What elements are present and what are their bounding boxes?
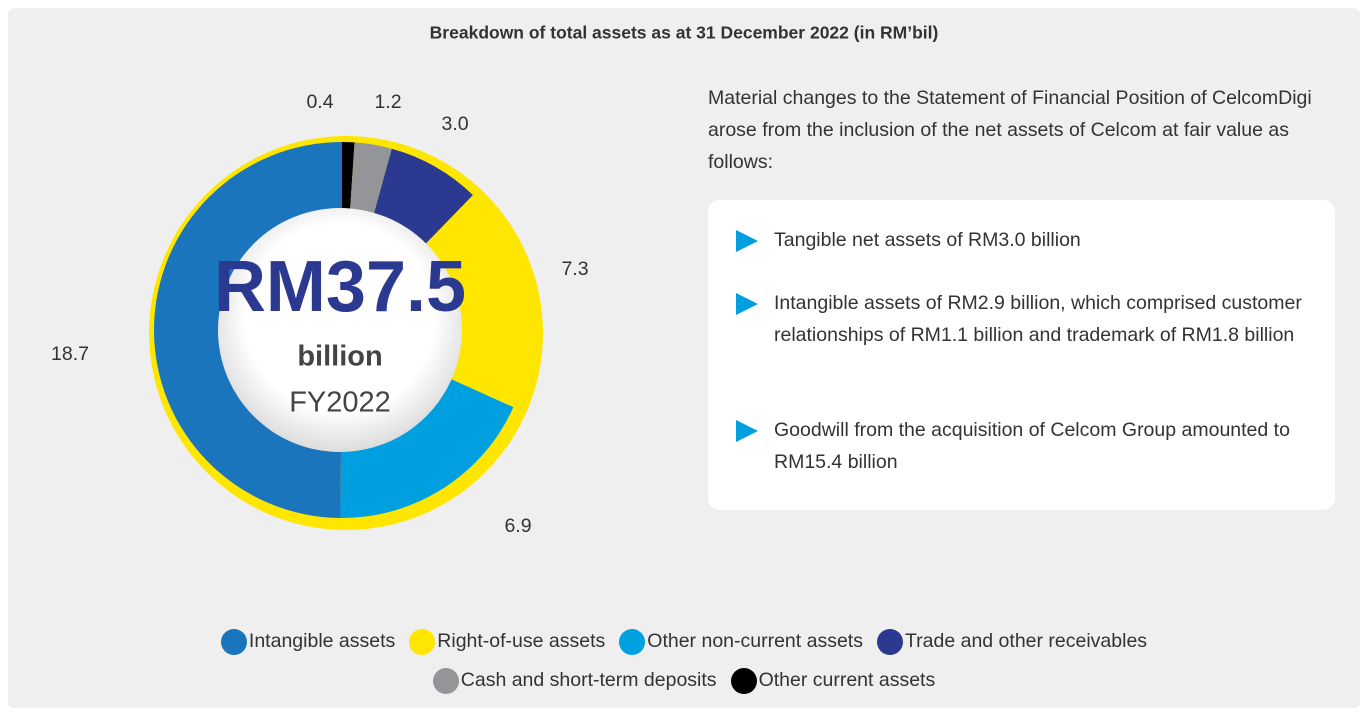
legend-item: Intangible assets	[220, 628, 396, 655]
legend-label: Trade and other receivables	[904, 630, 1148, 652]
inner-circle	[218, 208, 462, 452]
intro-text: Material changes to the Statement of Fin…	[708, 87, 1312, 173]
center-amount: RM37.5	[214, 247, 466, 327]
legend-label: Intangible assets	[248, 630, 396, 652]
data-label: 0.4	[306, 91, 333, 113]
bullet-icon	[736, 230, 758, 252]
bullet-box: Tangible net assets of RM3.0 billion Int…	[708, 200, 1335, 510]
legend-swatch	[220, 628, 247, 655]
data-label: 7.3	[561, 258, 588, 280]
legend-label: Other non-current assets	[647, 630, 863, 652]
legend: Intangible assets Right-of-use assets Othe…	[0, 622, 1368, 700]
legend-swatch	[730, 667, 757, 694]
center-unit: billion	[297, 341, 382, 373]
data-label: 3.0	[441, 113, 468, 135]
legend-label: Cash and short-term deposits	[460, 669, 717, 691]
legend-item: Other current assets	[730, 667, 936, 694]
legend-swatch	[876, 628, 903, 655]
bullet-item: Tangible net assets of RM3.0 billion	[736, 224, 1314, 256]
data-label: 6.9	[504, 515, 531, 537]
bullet-icon	[736, 420, 758, 442]
legend-label: Right-of-use assets	[437, 630, 606, 652]
bullet-item: Goodwill from the acquisition of Celcom …	[736, 414, 1314, 478]
legend-item: Other non-current assets	[619, 628, 863, 655]
bullet-text: Tangible net assets of RM3.0 billion	[774, 229, 1081, 251]
data-label: 18.7	[51, 343, 89, 365]
data-label: 1.2	[374, 91, 401, 113]
bullet-icon	[736, 293, 758, 315]
legend-swatch	[619, 628, 646, 655]
center-period: FY2022	[289, 387, 391, 419]
legend-item: Cash and short-term deposits	[432, 667, 717, 694]
chart-title: Breakdown of total assets as at 31 Decem…	[430, 23, 939, 43]
bullet-text: Intangible assets of RM2.9 billion, whic…	[774, 292, 1302, 346]
bullet-text: Goodwill from the acquisition of Celcom …	[774, 419, 1290, 473]
bullet-item: Intangible assets of RM2.9 billion, whic…	[736, 287, 1314, 351]
legend-row: Intangible assets Right-of-use assets Othe…	[0, 622, 1368, 661]
legend-swatch	[432, 667, 459, 694]
legend-label: Other current assets	[758, 669, 936, 691]
legend-row: Cash and short-term deposits Other curren…	[0, 661, 1368, 700]
legend-swatch	[409, 628, 436, 655]
legend-item: Right-of-use assets	[409, 628, 606, 655]
legend-item: Trade and other receivables	[876, 628, 1148, 655]
